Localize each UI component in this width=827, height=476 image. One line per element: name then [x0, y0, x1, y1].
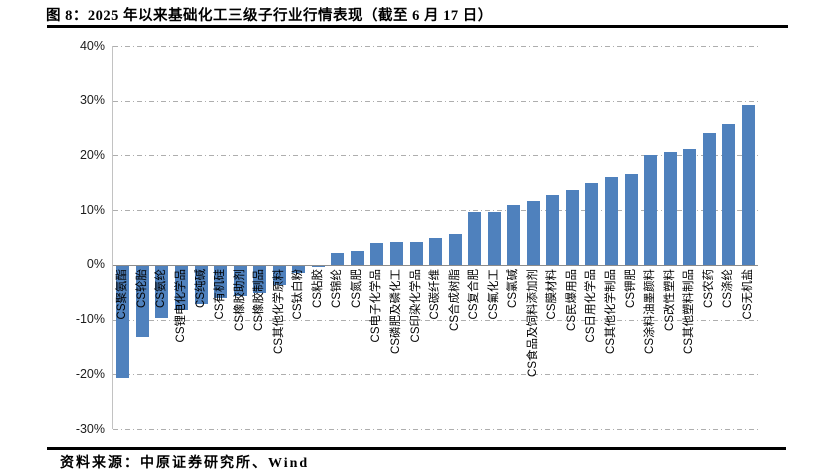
- y-tick-label: 20%: [79, 147, 105, 162]
- y-axis-labels: 40% 30% 20% 10% 0% -10% -20% -30%: [40, 39, 105, 436]
- bar: [292, 265, 306, 273]
- bar: [233, 265, 247, 296]
- bar: [409, 242, 423, 265]
- bar: [585, 183, 599, 265]
- y-axis-line: [112, 46, 113, 429]
- bar: [526, 200, 540, 265]
- category-label: CS电子化学品: [370, 268, 383, 343]
- category-label: CS民爆用品: [565, 268, 578, 331]
- category-label: CS氨纶: [155, 268, 168, 308]
- bar: [448, 233, 462, 265]
- category-label: CS其他化学原料: [272, 268, 285, 354]
- bar: [194, 265, 208, 305]
- bar: [135, 265, 149, 337]
- bar: [116, 265, 130, 379]
- category-label: CS食品及饲料添加剂: [526, 268, 539, 377]
- y-tick-label: -20%: [75, 366, 105, 381]
- bar: [429, 237, 442, 265]
- bar: [663, 151, 677, 265]
- source-divider: [47, 447, 786, 450]
- gridline: [113, 374, 758, 376]
- bar: [487, 211, 501, 265]
- category-label: CS橡胶制品: [253, 268, 266, 331]
- category-label: CS改性塑料: [663, 268, 676, 331]
- category-label: CS涂料油墨颜料: [644, 268, 656, 354]
- category-label: CS钛白粉: [292, 268, 305, 320]
- bar: [253, 265, 267, 294]
- bar: [722, 124, 736, 265]
- category-label: CS膜材料: [546, 268, 559, 320]
- category-label: CS磷肥及磷化工: [389, 268, 402, 354]
- y-tick-label: 10%: [79, 202, 105, 217]
- gridline: [113, 210, 758, 212]
- bar: [311, 265, 325, 268]
- bar: [565, 190, 579, 265]
- category-label: CS合成树脂: [448, 268, 461, 331]
- category-label: CS复合肥: [468, 268, 481, 320]
- bar: [546, 194, 560, 265]
- category-label: CS粘胶: [311, 268, 324, 308]
- category-label: CS锂电化学品: [174, 268, 187, 343]
- bar: [214, 265, 227, 298]
- bar: [370, 243, 384, 265]
- figure-title: 图 8：2025 年以来基础化工三级子行业行情表现（截至 6 月 17 日）: [46, 8, 493, 24]
- bar: [468, 212, 482, 265]
- y-tick-label: 30%: [79, 93, 105, 108]
- category-label: CS日用化学品: [585, 268, 598, 343]
- bar: [272, 265, 286, 286]
- category-label: CS农药: [702, 268, 715, 308]
- gridline: [113, 100, 758, 102]
- bar: [741, 105, 755, 265]
- bar: [331, 252, 345, 265]
- bar: [174, 265, 188, 310]
- bar: [350, 251, 364, 265]
- category-label: CS印染化学品: [409, 268, 422, 343]
- category-label: CS其他化学制品: [604, 268, 617, 354]
- title-divider: [47, 25, 788, 28]
- category-label: CS聚氨酯: [116, 268, 129, 320]
- gridline: [113, 429, 758, 430]
- gridline: [113, 46, 758, 47]
- bar: [624, 173, 638, 265]
- category-label: CS氟化工: [487, 268, 500, 320]
- category-label: CS无机盐: [741, 268, 754, 320]
- bar: [683, 149, 697, 265]
- category-label: CS纯碱: [194, 268, 207, 308]
- category-label: CS氯碱: [507, 268, 520, 308]
- source-note: 资料来源：中原证券研究所、Wind: [60, 456, 310, 471]
- bar: [389, 242, 403, 265]
- category-label: CS钾肥: [624, 268, 637, 308]
- y-tick-label: -30%: [75, 421, 105, 436]
- gridline: [113, 155, 758, 157]
- category-label: CS涤纶: [722, 268, 735, 308]
- bar: [507, 204, 521, 265]
- category-label: CS橡胶助剂: [233, 268, 246, 331]
- category-label: CS有机硅: [214, 268, 226, 320]
- plot-area: CS聚氨酯 CS轮胎 CS氨纶 CS锂电化学品 CS纯碱 CS有机硅 CS橡胶助剂 CS橡胶制…: [112, 46, 758, 430]
- category-label: CS锦纶: [331, 268, 344, 308]
- y-tick-label: 40%: [79, 38, 105, 53]
- bar: [702, 133, 716, 265]
- category-label: CS氮肥: [350, 268, 363, 308]
- category-label: CS碳纤维: [429, 268, 441, 320]
- y-tick-label: -10%: [75, 312, 105, 327]
- y-tick-label: 0%: [86, 257, 105, 272]
- bar: [155, 265, 169, 318]
- zero-axis-line: [113, 264, 758, 266]
- gridline: [113, 319, 758, 321]
- category-label: CS其他塑料制品: [683, 268, 696, 354]
- category-label: CS轮胎: [135, 268, 148, 308]
- bar: [604, 177, 618, 265]
- bar: [644, 155, 657, 265]
